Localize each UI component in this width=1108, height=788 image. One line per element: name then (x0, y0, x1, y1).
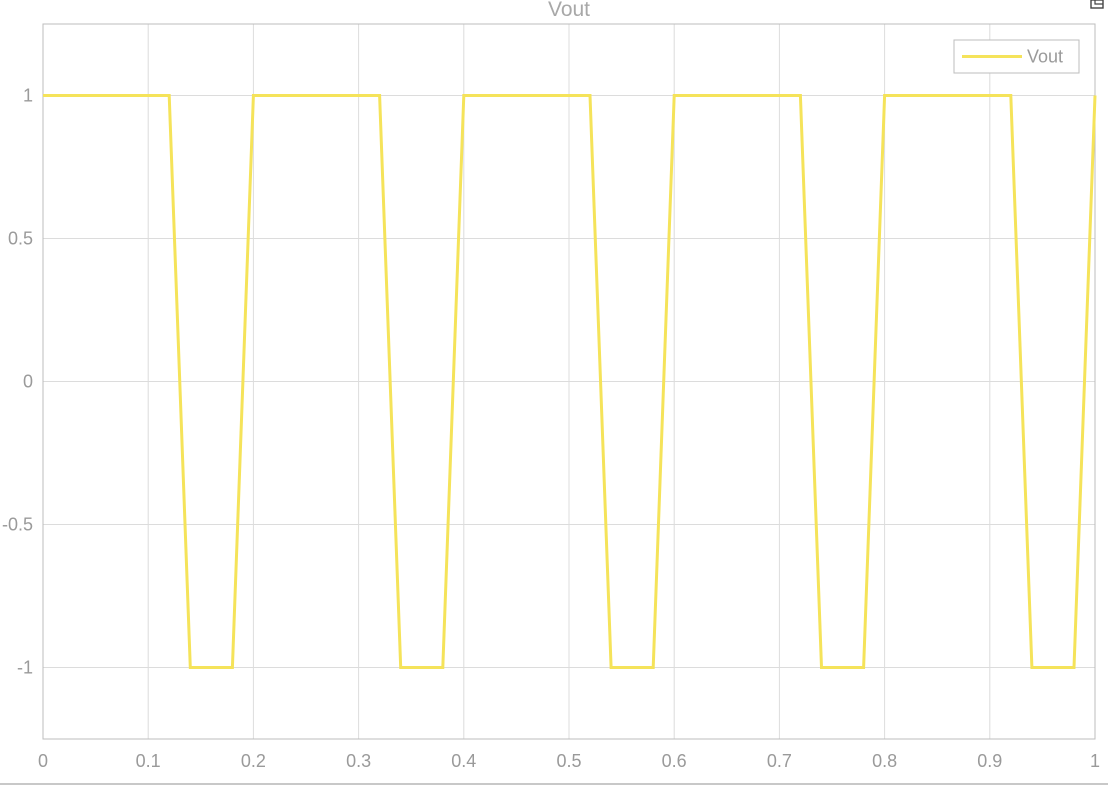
tick-labels: 0 0.1 0.2 0.3 0.4 0.5 0.6 0.7 0.8 0.9 1 1 0.5 0 -0.5 -1 (2, 86, 1100, 772)
x-tick-label: 0.2 (241, 751, 266, 771)
x-tick-label: 0.8 (872, 751, 897, 771)
x-tick-label: 0.3 (346, 751, 371, 771)
x-tick-label: 1 (1090, 751, 1100, 771)
y-tick-label: 0.5 (8, 229, 33, 249)
legend-label: Vout (1027, 47, 1063, 67)
x-tick-label: 0.6 (662, 751, 687, 771)
axes-frame (42, 23, 1096, 740)
x-tick-label: 0.5 (556, 751, 581, 771)
grid (42, 24, 1096, 739)
y-tick-label: 1 (23, 86, 33, 106)
x-tick-label: 0.7 (767, 751, 792, 771)
chart-title: Vout (548, 0, 590, 21)
x-tick-label: 0.1 (136, 751, 161, 771)
y-tick-label: -1 (17, 658, 33, 678)
legend[interactable]: Vout (953, 39, 1080, 74)
x-tick-label: 0.9 (977, 751, 1002, 771)
series-layer (43, 94, 1097, 669)
y-tick-label: -0.5 (2, 515, 33, 535)
expand-icon[interactable] (1090, 0, 1104, 9)
x-tick-label: 0 (38, 751, 48, 771)
y-tick-label: 0 (23, 372, 33, 392)
series-line-vout (43, 94, 1097, 669)
x-tick-label: 0.4 (451, 751, 476, 771)
